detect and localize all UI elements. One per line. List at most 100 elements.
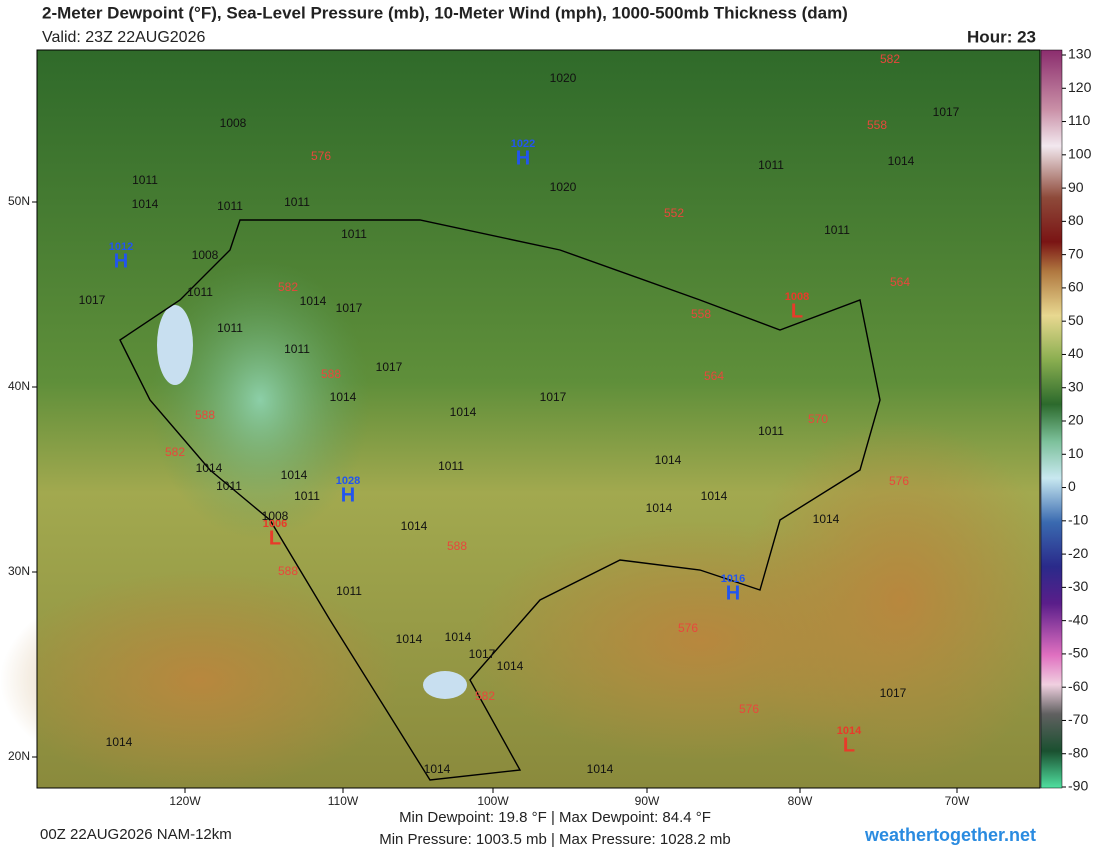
isobar-label: 1017: [880, 686, 907, 700]
isobar-label: 1017: [336, 301, 363, 315]
isobar-label: 1014: [646, 501, 673, 515]
center-value: 1016: [721, 573, 745, 585]
colorbar-tick-label: 0: [1068, 478, 1076, 494]
thickness-label: 588: [278, 564, 298, 578]
isobar-label: 1014: [196, 461, 223, 475]
thickness-label: 588: [195, 408, 215, 422]
thickness-label: 570: [808, 412, 828, 426]
thickness-label: 582: [475, 689, 495, 703]
thickness-label: 558: [867, 118, 887, 132]
coastline: [119, 219, 881, 781]
colorbar-tick-label: 90: [1068, 179, 1084, 195]
lon-label: 110W: [328, 794, 359, 808]
thickness-label: 576: [311, 149, 331, 163]
center-value: 1008: [785, 291, 809, 303]
center-value: 1006: [263, 518, 287, 530]
site-name: weathertogether.net: [864, 825, 1036, 845]
atlantic-shading: [740, 420, 1060, 780]
colorbar-tick-label: 130: [1068, 46, 1092, 62]
lon-label: 120W: [169, 794, 201, 808]
thickness-label: 576: [889, 474, 909, 488]
isobar-label: 1014: [497, 659, 524, 673]
thickness-label: 588: [321, 367, 341, 381]
isobar-label: 1014: [587, 762, 614, 776]
colorbar-tick-label: 110: [1068, 112, 1091, 128]
dewpoint-stats: Min Dewpoint: 19.8 °F | Max Dewpoint: 84…: [399, 809, 711, 826]
isobar-label: 1011: [758, 424, 784, 438]
thickness-label: 558: [691, 307, 711, 321]
isobar-label: 1017: [933, 105, 960, 119]
thickness-label: 576: [678, 621, 698, 635]
thickness-label: 552: [664, 206, 684, 220]
isobar-label: 1011: [336, 584, 362, 598]
colorbar-tick-label: -20: [1068, 545, 1088, 561]
center-symbol: L: [843, 734, 855, 756]
isobar-label: 1017: [79, 293, 106, 307]
thickness-label: 564: [890, 275, 910, 289]
lat-label: 30N: [8, 564, 30, 578]
center-symbol: L: [791, 300, 803, 322]
isobar-label: 1017: [376, 360, 403, 374]
isobar-label: 1011: [132, 173, 158, 187]
isobar-label: 1014: [655, 453, 682, 467]
colorbar-tick-label: 80: [1068, 212, 1084, 228]
isobar-label: 1014: [132, 197, 159, 211]
colorbar-tick-label: 50: [1068, 312, 1084, 328]
isobar-label: 1008: [220, 116, 247, 130]
lat-label: 50N: [8, 194, 30, 208]
lon-label: 70W: [945, 794, 970, 808]
pressure-stats: Min Pressure: 1003.5 mb | Max Pressure: …: [379, 831, 731, 848]
isobar-label: 1011: [284, 195, 310, 209]
lon-label: 100W: [477, 794, 509, 808]
center-value: 1022: [511, 138, 535, 150]
isobar-label: 1011: [217, 321, 243, 335]
isobar-label: 1014: [445, 630, 472, 644]
isobar-label: 1011: [187, 285, 213, 299]
thickness-label: 588: [447, 539, 467, 553]
isobar-label: 1011: [284, 342, 310, 356]
colorbar-tick-label: -80: [1068, 744, 1088, 760]
isobar-label: 1017: [469, 647, 496, 661]
dry-core: [423, 671, 467, 699]
isobar-label: 1014: [300, 294, 327, 308]
center-value: 1012: [109, 241, 133, 253]
dry-core: [157, 305, 193, 385]
isobar-label: 1014: [401, 519, 428, 533]
thickness-label: 582: [880, 52, 900, 66]
colorbar-tick-label: 100: [1068, 146, 1092, 162]
center-symbol: L: [269, 527, 281, 549]
colorbar-tick-label: 10: [1068, 445, 1084, 461]
west-dry-shading: [150, 260, 370, 540]
valid-time: Valid: 23Z 22AUG2026: [42, 29, 205, 46]
colorbar-tick-label: 20: [1068, 412, 1084, 428]
colorbar: [1040, 49, 1063, 789]
colorbar-tick-label: -30: [1068, 578, 1088, 594]
center-symbol: H: [726, 582, 740, 604]
isobar-label: 1014: [281, 468, 308, 482]
center-value: 1028: [336, 475, 360, 487]
isobar-label: 1014: [450, 405, 477, 419]
colorbar-tick-label: 60: [1068, 279, 1084, 295]
colorbar-tick-label: 40: [1068, 345, 1084, 361]
pacific-shading: [0, 570, 400, 790]
colorbar-tick-label: -70: [1068, 711, 1088, 727]
isobar-label: 1014: [330, 390, 357, 404]
isobar-label: 1017: [540, 390, 567, 404]
colorbar-tick-label: 30: [1068, 378, 1084, 394]
lon-label: 80W: [788, 794, 813, 808]
isobar-label: 1011: [341, 227, 367, 241]
thickness-label: 564: [704, 369, 724, 383]
colorbar-tick-label: -10: [1068, 512, 1088, 528]
colorbar-tick-label: -90: [1068, 778, 1088, 794]
isobar-label: 1014: [888, 154, 915, 168]
isobar-label: 1014: [424, 762, 451, 776]
isobar-label: 1014: [813, 512, 840, 526]
isobar-label: 1011: [824, 223, 850, 237]
isobar-label: 1014: [106, 735, 133, 749]
colorbar-tick-label: -40: [1068, 611, 1088, 627]
isobar-label: 1011: [758, 158, 784, 172]
thickness-label: 582: [278, 280, 298, 294]
center-symbol: H: [516, 147, 530, 169]
map-frame: [36, 49, 1041, 789]
